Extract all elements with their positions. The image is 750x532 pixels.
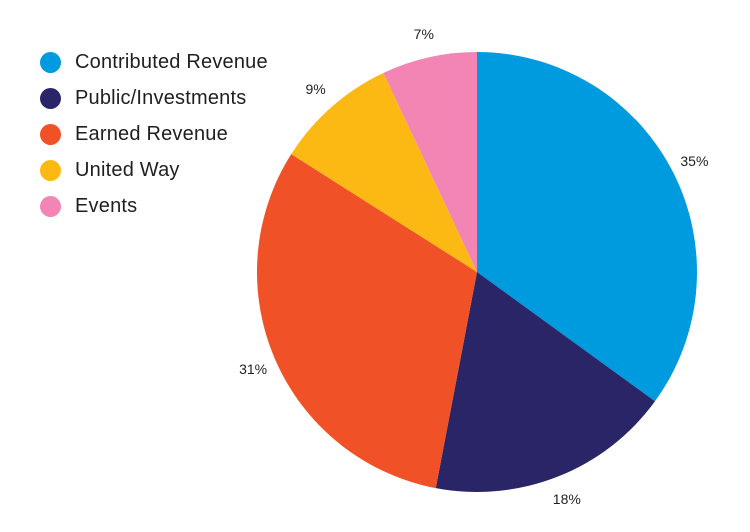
slice-label: 9% — [305, 81, 325, 97]
pie-slice-public-investments — [435, 272, 655, 492]
legend-label: Events — [75, 194, 138, 217]
pie-slice-events — [383, 52, 477, 272]
legend-label: Contributed Revenue — [75, 50, 268, 73]
legend-item-united-way: United Way — [40, 152, 268, 188]
pie-slice-united-way — [291, 72, 477, 272]
legend-swatch — [40, 51, 61, 73]
legend-swatch — [40, 87, 61, 109]
legend-swatch — [40, 123, 61, 145]
legend-item-contributed-revenue: Contributed Revenue — [40, 44, 268, 80]
slice-label: 35% — [680, 153, 708, 169]
slice-label: 31% — [239, 361, 267, 377]
legend-label: United Way — [75, 158, 180, 181]
slice-label: 18% — [553, 491, 581, 507]
pie-slice-earned-revenue — [257, 154, 477, 489]
legend-item-events: Events — [40, 188, 268, 224]
legend-item-earned-revenue: Earned Revenue — [40, 116, 268, 152]
legend-label: Earned Revenue — [75, 122, 228, 145]
legend-item-public-investments: Public/Investments — [40, 80, 268, 116]
slice-label: 7% — [414, 26, 434, 42]
pie-slice-contributed-revenue — [477, 52, 697, 402]
legend: Contributed Revenue Public/Investments E… — [40, 44, 268, 224]
pie-slices — [257, 52, 697, 492]
legend-label: Public/Investments — [75, 86, 247, 109]
legend-swatch — [40, 159, 61, 181]
slice-labels: 35% 18% 31% 9% 7% — [239, 26, 708, 507]
legend-swatch — [40, 195, 61, 217]
